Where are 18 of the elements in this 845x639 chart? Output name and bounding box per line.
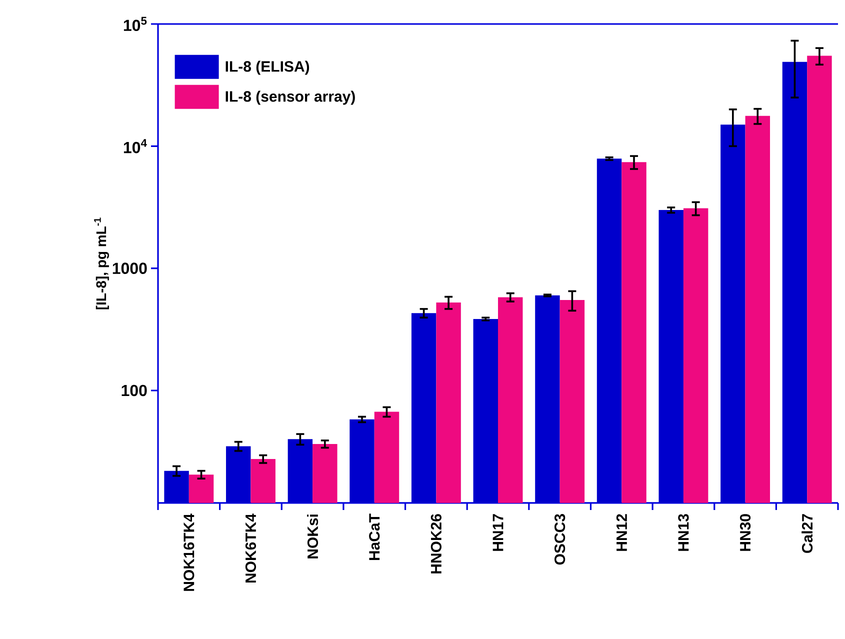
x-tick-label: HN30 [740,514,751,551]
legend-label: IL-8 (ELISA) [226,60,310,75]
y-axis-title: [IL-8], pg mL$^{-1}$ [94,218,110,310]
x-tick-label: Cal27 [802,514,813,553]
x-tick-label: NOK16TK4 [184,514,194,591]
x-tick-label: HN17 [492,514,504,551]
x-tick-label: NOK6TK4 [245,514,256,583]
x-tick-label: HN12 [616,514,627,551]
legend-label: IL-8 (sensor array) [226,90,355,105]
x-tick-label: HaCaT [369,514,380,560]
x-tick-label: NOKsi [307,514,318,558]
y-tick-label: 1000 [112,262,147,274]
x-tick-label: HNOK26 [430,514,442,574]
y-tick-label: 10$^{5}$ [124,16,147,32]
x-tick-label: OSCC3 [554,514,566,565]
y-tick-label: 10$^{4}$ [124,139,147,154]
y-tick-label: 100 [122,384,147,396]
x-tick-label: HN13 [678,514,689,551]
